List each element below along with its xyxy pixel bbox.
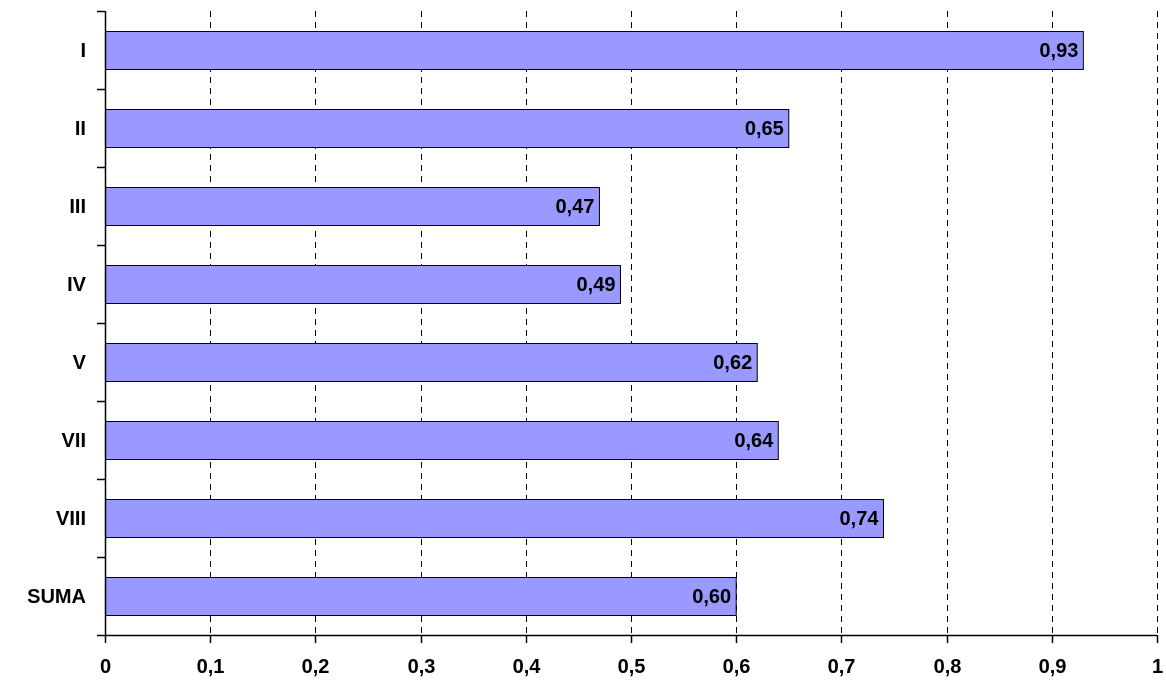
bars	[105, 31, 1084, 616]
x-tick-label-5: 0,5	[618, 656, 646, 678]
bar-viii	[105, 499, 884, 538]
category-label-i: I	[80, 40, 86, 62]
labels: 0,93 I 0,65 II 0,47 III 0,49 IV 0,62 V 0,64 VII 0,74…	[27, 40, 1163, 678]
x-tick-label-8: 0,8	[934, 656, 962, 678]
category-label-ii: II	[75, 118, 86, 140]
x-tick-label-9: 0,9	[1039, 656, 1067, 678]
bar-i	[105, 31, 1084, 70]
data-label-i: 0,93	[1039, 40, 1078, 62]
axes	[97, 10, 1159, 643]
data-label-viii: 0,74	[840, 508, 880, 530]
bar-vii	[105, 421, 779, 460]
bar-iii	[105, 187, 600, 226]
bar-ii	[105, 109, 790, 148]
category-label-iii: III	[69, 196, 86, 218]
x-tick-label-4: 0,4	[513, 656, 542, 678]
x-tick-label-10: 1	[1152, 656, 1163, 678]
x-tick-label-6: 0,6	[723, 656, 751, 678]
grid-lines	[210, 11, 1158, 635]
category-label-suma: SUMA	[27, 586, 86, 608]
data-label-iv: 0,49	[577, 274, 616, 296]
x-tick-label-2: 0,2	[302, 656, 330, 678]
data-label-ii: 0,65	[745, 118, 784, 140]
bar-v	[105, 343, 758, 382]
bar-iv	[105, 265, 621, 304]
x-tick-label-1: 0,1	[197, 656, 225, 678]
data-label-suma: 0,60	[692, 586, 731, 608]
category-label-vii: VII	[62, 430, 86, 452]
x-tick-label-0: 0	[100, 656, 111, 678]
x-tick-label-3: 0,3	[408, 656, 436, 678]
data-label-vii: 0,64	[734, 430, 774, 452]
data-label-v: 0,62	[713, 352, 752, 374]
x-tick-label-7: 0,7	[828, 656, 856, 678]
bar-suma	[105, 577, 737, 616]
data-label-iii: 0,47	[556, 196, 595, 218]
category-label-viii: VIII	[56, 508, 86, 530]
category-label-iv: IV	[67, 274, 87, 296]
category-label-v: V	[73, 352, 87, 374]
